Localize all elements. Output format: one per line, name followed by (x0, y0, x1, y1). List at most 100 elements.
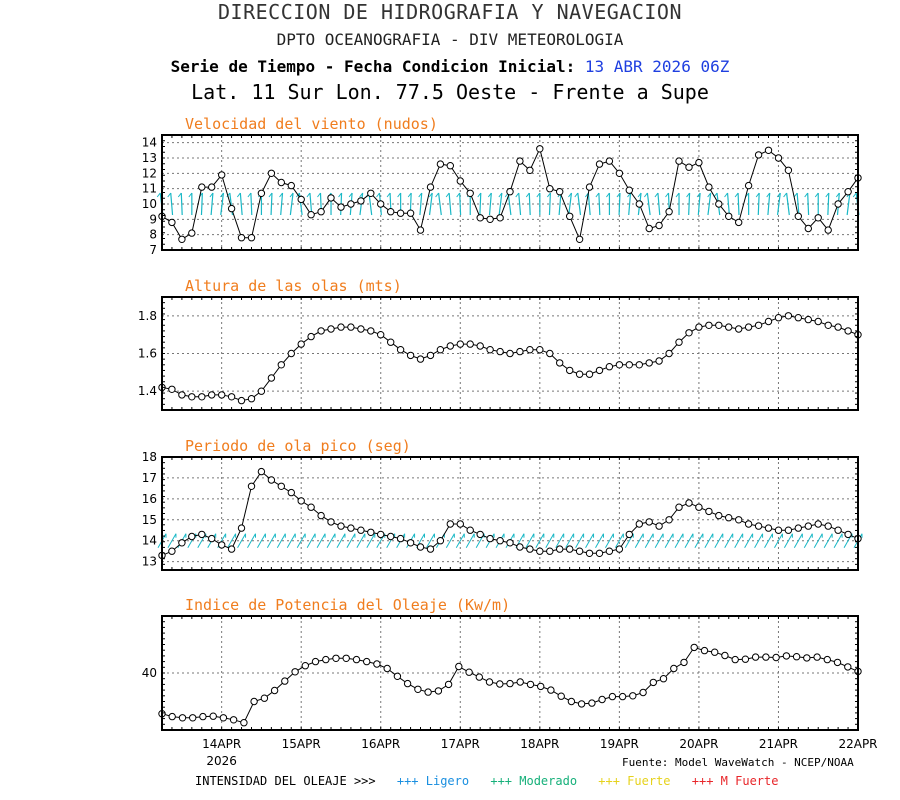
data-point (267, 374, 276, 382)
data-point (695, 323, 703, 331)
wind-arrow (210, 192, 214, 216)
data-point (367, 189, 375, 198)
data-point (347, 524, 355, 532)
x-tick-label: 17APR (441, 737, 480, 751)
wave-arrow (237, 533, 246, 548)
panel-1: Altura de las olas (mts) 1.4 1.6 1.8 (138, 277, 862, 411)
data-point (367, 528, 375, 536)
data-point (496, 347, 504, 356)
wind-arrow (428, 192, 433, 216)
wave-arrow (714, 533, 724, 548)
wind-arrow (488, 192, 492, 216)
data-point (416, 543, 425, 551)
data-point (516, 678, 524, 686)
data-point (219, 714, 228, 722)
wind-arrow-head (498, 192, 503, 198)
y-tick-label: 18 (142, 450, 157, 464)
wind-arrow-head (665, 192, 669, 198)
data-point (635, 520, 643, 528)
data-point (307, 211, 315, 219)
x-tick-label: 15APR (282, 737, 321, 751)
wave-arrow (744, 533, 754, 548)
data-point (486, 534, 494, 543)
data-point (406, 209, 415, 217)
wave-arrow (585, 533, 594, 548)
wind-arrow (807, 192, 810, 216)
data-point (465, 668, 473, 676)
wave-arrow (823, 533, 833, 548)
data-point (466, 340, 474, 348)
data-point (277, 361, 285, 369)
data-point (598, 695, 606, 704)
data-point (322, 655, 330, 664)
data-point (496, 537, 504, 545)
wind-arrow-head (734, 192, 739, 198)
data-point (393, 672, 402, 680)
wave-arrow (276, 533, 286, 548)
title-line-3: Serie de Tiempo - Fecha Condicion Inicia… (0, 57, 900, 76)
data-point (675, 338, 683, 346)
wind-arrow-head (209, 192, 214, 198)
wind-arrow-head (852, 192, 857, 198)
wind-arrow-head (696, 192, 701, 198)
wave-arrow (774, 533, 783, 548)
data-point (575, 370, 584, 378)
data-point (377, 200, 385, 208)
wind-arrow-head (167, 192, 172, 198)
data-point (665, 208, 673, 216)
data-point (414, 685, 422, 693)
wind-arrow (776, 192, 781, 216)
wave-arrow (734, 533, 744, 548)
wave-arrow (247, 533, 256, 548)
data-point (588, 699, 596, 707)
data-point (566, 366, 574, 375)
data-point (476, 342, 484, 350)
wave-arrow (545, 533, 555, 548)
data-point (396, 209, 405, 217)
data-point (833, 658, 842, 667)
data-point (844, 188, 852, 196)
wind-arrow (846, 192, 851, 216)
data-point (585, 549, 594, 557)
data-point (383, 664, 391, 673)
wind-arrow (438, 192, 442, 216)
data-point (566, 212, 574, 221)
y-tick-label: 40 (142, 666, 157, 680)
data-point (387, 338, 395, 346)
wind-arrow-head (456, 192, 461, 198)
wind-arrow (767, 192, 771, 216)
data-point (615, 169, 624, 178)
wind-arrow (239, 192, 243, 216)
data-point (247, 234, 256, 242)
data-point (665, 349, 673, 358)
data-point (227, 204, 236, 213)
wind-arrow-head (177, 192, 182, 198)
wind-arrow (688, 192, 691, 216)
y-tick-label: 7 (149, 243, 157, 257)
wind-arrow (419, 192, 423, 216)
wave-arrow (167, 533, 177, 548)
data-point (655, 221, 663, 230)
data-point (446, 342, 454, 350)
data-point (754, 522, 763, 530)
data-point (434, 687, 443, 695)
wind-arrow-head (783, 192, 787, 198)
data-point (585, 370, 594, 378)
data-point (744, 181, 753, 190)
wind-arrow-head (825, 192, 830, 198)
data-point (178, 235, 186, 244)
data-point (639, 688, 647, 697)
wind-arrow-head (306, 192, 311, 198)
legend-item-moderado: +++ Moderado (490, 774, 578, 788)
data-point (526, 680, 535, 689)
wind-arrow (726, 192, 730, 216)
title-location: Lat. 11 Sur Lon. 77.5 Oeste - Frente a S… (191, 80, 709, 104)
data-point (575, 235, 584, 244)
wind-arrow-head (835, 192, 840, 198)
data-point (198, 393, 206, 401)
data-point (834, 200, 842, 208)
data-point (260, 694, 269, 702)
data-point (725, 212, 733, 221)
data-point (327, 194, 335, 202)
data-point (824, 321, 832, 329)
